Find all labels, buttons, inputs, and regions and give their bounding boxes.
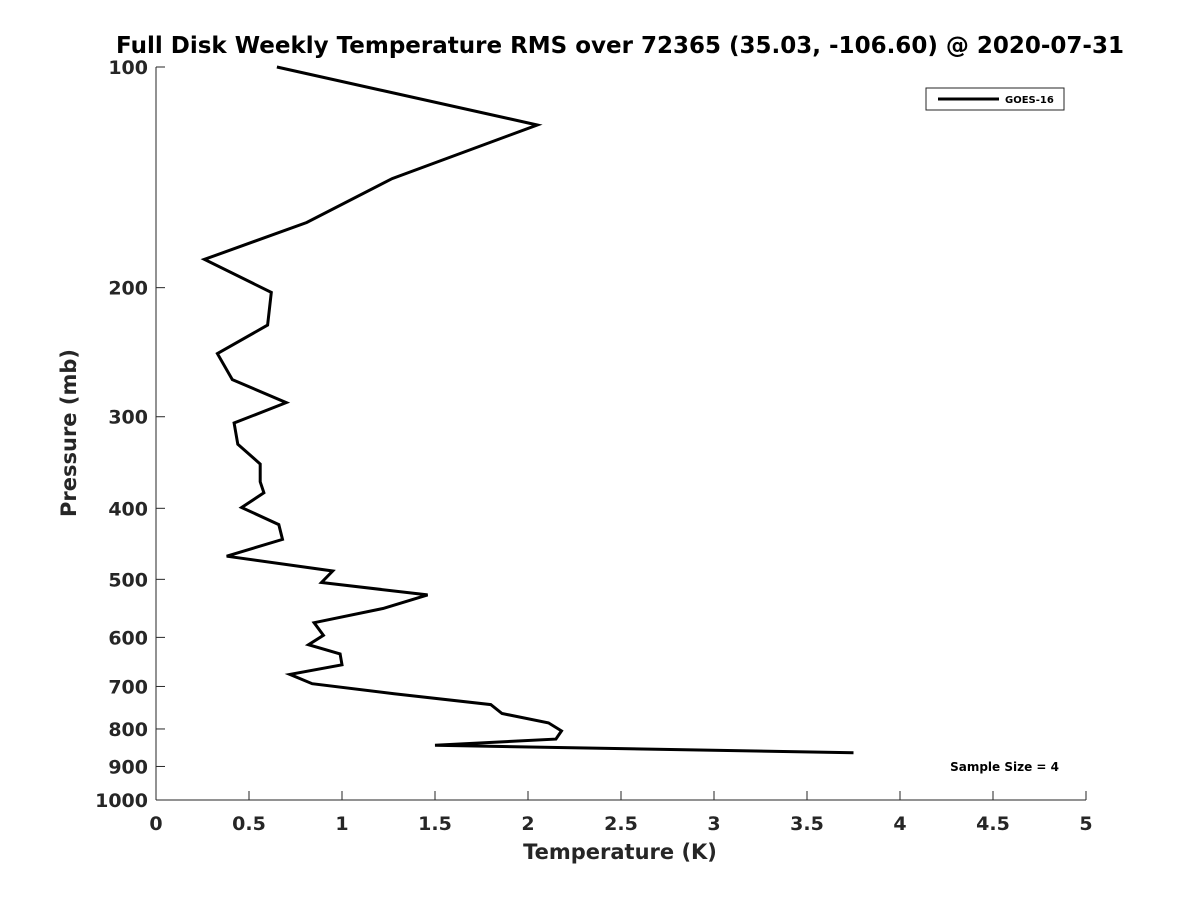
x-axis-label: Temperature (K) — [523, 840, 717, 864]
y-tick-label: 600 — [108, 627, 148, 649]
x-tick-label: 2.5 — [604, 813, 638, 835]
y-tick-label: 900 — [108, 756, 148, 778]
series-layer — [200, 65, 854, 755]
x-tick-label: 4 — [893, 813, 906, 835]
x-tick-label: 0.5 — [232, 813, 266, 835]
x-tick-label: 3 — [707, 813, 720, 835]
x-tick-label: 0 — [149, 813, 162, 835]
y-axis: 100 200 300 400 500 600 700 800 900 1000 — [95, 57, 165, 812]
series-line-goes-16 — [200, 65, 854, 755]
y-tick-label: 400 — [108, 498, 148, 520]
x-tick-label: 1.5 — [418, 813, 452, 835]
x-tick-label: 5 — [1079, 813, 1092, 835]
y-tick-label: 800 — [108, 719, 148, 741]
x-axis: 0 0.5 1 1.5 2 2.5 3 3.5 4 4.5 5 — [149, 791, 1093, 835]
y-tick-label: 100 — [108, 57, 148, 79]
x-tick-label: 1 — [335, 813, 348, 835]
x-tick-label: 3.5 — [790, 813, 824, 835]
sample-size-note: Sample Size = 4 — [950, 760, 1059, 774]
y-tick-label: 700 — [108, 676, 148, 698]
y-tick-label: 500 — [108, 569, 148, 591]
y-axis-label: Pressure (mb) — [57, 349, 81, 517]
legend: GOES-16 — [925, 87, 1065, 111]
x-tick-label: 2 — [521, 813, 534, 835]
plot-area — [156, 67, 1086, 800]
legend-label: GOES-16 — [1005, 95, 1054, 106]
y-tick-label: 1000 — [95, 790, 148, 812]
y-tick-label: 300 — [108, 407, 148, 429]
x-tick-label: 4.5 — [976, 813, 1010, 835]
chart-title: Full Disk Weekly Temperature RMS over 72… — [116, 33, 1124, 59]
y-tick-label: 200 — [108, 278, 148, 300]
